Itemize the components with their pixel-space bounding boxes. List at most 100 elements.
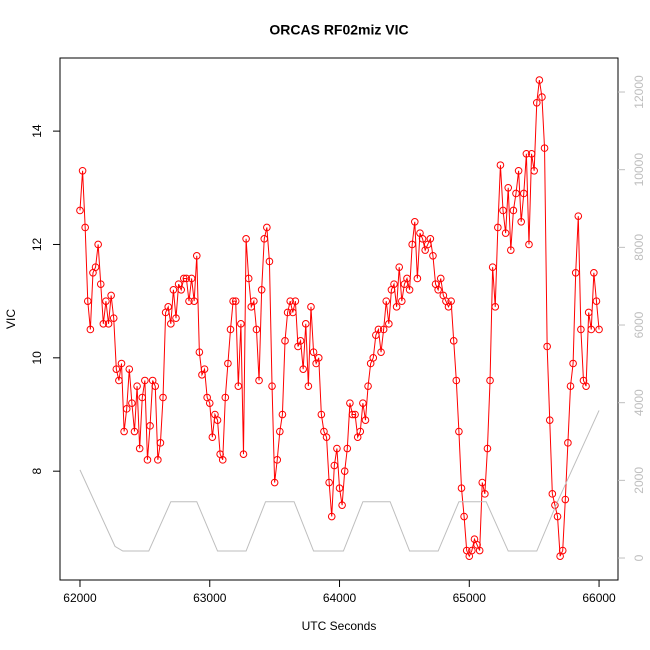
point: [102, 297, 110, 305]
point: [120, 427, 128, 436]
point: [582, 382, 590, 390]
point: [481, 490, 489, 498]
point: [509, 206, 518, 215]
point: [468, 546, 476, 555]
point: [496, 161, 505, 169]
point: [112, 365, 121, 373]
point: [159, 393, 167, 402]
point: [296, 337, 305, 345]
point: [221, 393, 230, 402]
point: [418, 235, 427, 243]
point: [374, 325, 383, 334]
point: [234, 382, 243, 390]
y-tick-label: 12: [30, 237, 44, 251]
point: [286, 297, 295, 305]
point: [333, 444, 341, 453]
point: [122, 405, 131, 413]
point: [78, 166, 87, 175]
point: [190, 297, 198, 305]
point: [504, 183, 513, 192]
point: [403, 274, 411, 283]
y2-tick-label: 10000: [632, 153, 646, 187]
point: [571, 269, 580, 277]
point: [135, 444, 144, 453]
point: [307, 303, 315, 311]
point: [141, 376, 149, 385]
point: [314, 354, 323, 362]
point: [434, 286, 442, 294]
point: [250, 297, 258, 305]
x-tick-label: 66000: [582, 591, 616, 605]
point: [385, 320, 393, 328]
point: [322, 433, 331, 441]
point: [278, 410, 287, 419]
point: [260, 235, 269, 243]
point: [187, 274, 196, 283]
point: [130, 427, 139, 436]
y-axis-label: VIC: [4, 309, 18, 329]
point: [408, 240, 416, 249]
point: [447, 297, 455, 305]
point: [359, 399, 367, 407]
point: [273, 456, 282, 464]
point: [115, 376, 123, 385]
point: [569, 359, 577, 368]
point: [299, 365, 307, 373]
y2-tick-label: 12000: [632, 75, 646, 109]
point: [76, 206, 84, 215]
point: [96, 280, 105, 288]
point: [538, 93, 546, 101]
point: [351, 410, 359, 419]
point: [455, 427, 463, 436]
point: [564, 439, 572, 447]
point: [499, 206, 507, 215]
point: [494, 223, 502, 232]
point: [109, 314, 118, 322]
point: [330, 461, 339, 470]
point: [398, 297, 406, 305]
point: [382, 297, 391, 305]
point: [304, 382, 313, 390]
point: [395, 263, 404, 271]
point: [548, 490, 557, 498]
point: [179, 274, 188, 283]
point: [133, 382, 141, 390]
point: [265, 257, 274, 266]
point: [543, 342, 551, 351]
point: [257, 286, 266, 294]
point: [522, 149, 531, 158]
point: [317, 410, 326, 419]
point: [185, 297, 193, 305]
point: [486, 376, 494, 385]
point: [377, 348, 385, 356]
point: [592, 297, 601, 305]
point: [532, 98, 541, 107]
point: [309, 348, 318, 356]
point: [478, 478, 487, 487]
point: [86, 325, 95, 334]
point: [81, 223, 89, 232]
point: [138, 393, 147, 402]
point: [519, 189, 528, 198]
point: [405, 286, 414, 294]
point: [99, 320, 108, 328]
point: [517, 217, 525, 226]
point: [263, 223, 271, 232]
point: [558, 546, 567, 555]
point: [452, 376, 461, 385]
point: [553, 512, 562, 521]
point: [325, 478, 333, 487]
point: [117, 359, 126, 368]
point: [172, 314, 180, 322]
point: [154, 456, 162, 464]
point: [200, 365, 209, 373]
point: [488, 263, 497, 271]
point: [348, 410, 357, 419]
point: [151, 382, 160, 390]
x-tick-label: 64000: [323, 591, 357, 605]
point: [156, 439, 165, 447]
point: [237, 320, 245, 328]
point: [289, 308, 297, 317]
y2-tick-label: 6000: [632, 311, 646, 338]
